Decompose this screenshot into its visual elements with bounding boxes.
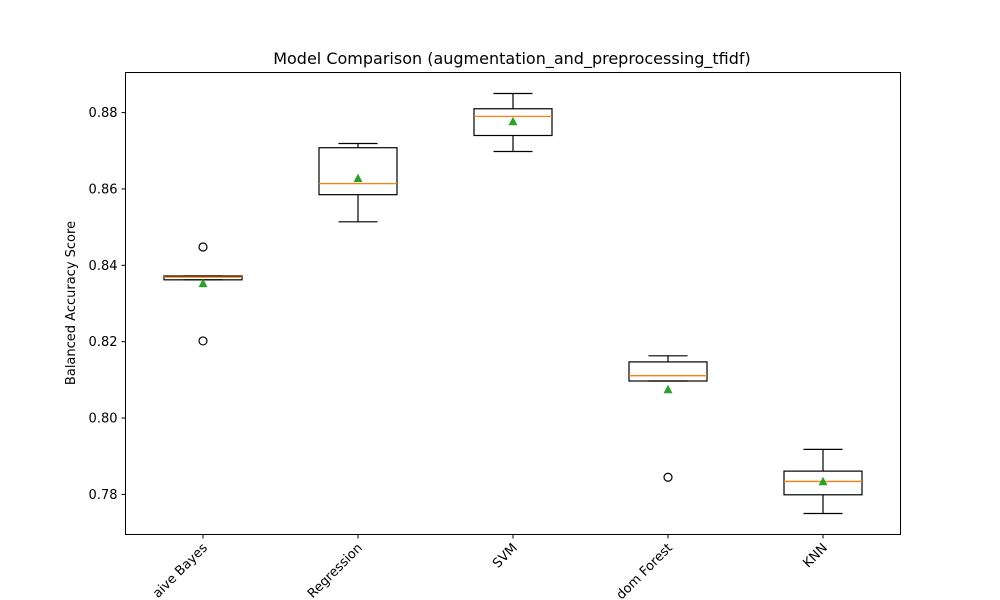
iqr-box [318,147,398,196]
plot-frame [125,72,901,535]
mean-marker [818,476,828,486]
chart-title: Model Comparison (augmentation_and_prepr… [273,49,751,69]
mean-marker [508,116,518,126]
mean-marker [198,278,208,288]
outlier-point [198,336,208,346]
box-4 [783,448,863,515]
y-tick-label: 0.80 [89,412,118,427]
mean-marker [663,384,673,394]
y-tick-label: 0.88 [89,106,118,121]
iqr-box [783,470,863,496]
y-tick-label: 0.84 [89,259,118,274]
boxes-group [163,92,863,515]
y-tick-label: 0.78 [89,488,118,503]
outlier-point [663,472,673,482]
y-axis-label: Balanced Accuracy Score [64,221,79,385]
y-tick-label: 0.86 [89,182,118,197]
box-2 [473,92,553,153]
mean-marker [353,173,363,183]
box-0 [163,242,243,346]
outlier-point [198,242,208,252]
y-tick-label: 0.82 [89,335,118,350]
box-3 [628,355,708,482]
box-1 [318,142,398,223]
y-axis: 0.78 0.80 0.82 0.84 0.86 0.88 [89,106,126,503]
iqr-box [628,361,708,382]
iqr-box [473,108,553,137]
